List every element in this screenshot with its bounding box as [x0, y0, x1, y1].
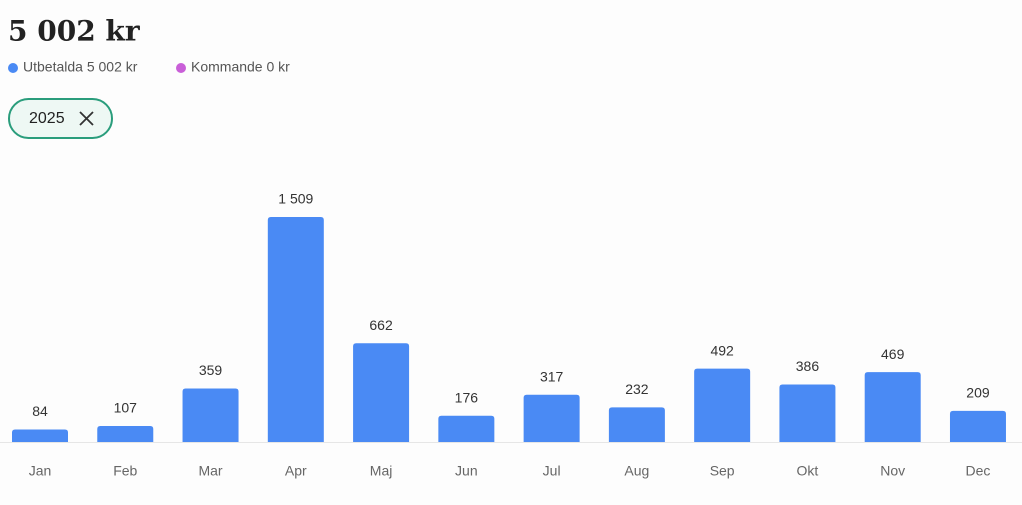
- value-label: 386: [796, 358, 820, 374]
- x-tick-label: Jan: [29, 463, 52, 479]
- x-tick-label: Feb: [113, 463, 137, 479]
- legend-dot: [176, 63, 186, 73]
- x-tick-label: Dec: [966, 463, 991, 479]
- x-tick-label: Maj: [370, 463, 393, 479]
- total-title: 5 002 kr: [8, 15, 141, 48]
- value-label: 662: [369, 317, 393, 333]
- x-tick-label: Apr: [285, 463, 307, 479]
- value-label: 209: [966, 385, 990, 401]
- bar: [97, 426, 154, 442]
- x-tick-label: Okt: [797, 463, 819, 479]
- bar: [949, 410, 1006, 442]
- x-tick-label: Mar: [198, 463, 222, 479]
- x-tick-label: Aug: [624, 463, 649, 479]
- value-label: 492: [710, 342, 734, 358]
- legend-label: Kommande 0 kr: [191, 59, 290, 75]
- bar: [694, 368, 751, 442]
- x-tick-label: Jun: [455, 463, 478, 479]
- bar: [608, 407, 665, 442]
- value-label: 84: [32, 403, 48, 419]
- x-tick-label: Sep: [710, 463, 735, 479]
- value-label: 176: [455, 389, 479, 405]
- chip-close-icon[interactable]: [79, 111, 94, 126]
- x-tick-label: Jul: [543, 463, 561, 479]
- filter-chip[interactable]: [8, 98, 113, 139]
- x-tick-label: Nov: [880, 463, 905, 479]
- value-label: 469: [881, 346, 905, 362]
- bar: [438, 415, 495, 442]
- value-label: 359: [199, 362, 223, 378]
- value-label: 107: [114, 400, 138, 416]
- legend-label: Utbetalda 5 002 kr: [23, 59, 138, 75]
- value-label: 1 509: [278, 191, 313, 207]
- bar: [353, 343, 410, 442]
- bar: [779, 384, 836, 442]
- bar: [864, 372, 921, 442]
- bar: [12, 429, 68, 442]
- chip-label[interactable]: 2025: [29, 110, 65, 127]
- bar: [267, 217, 324, 442]
- value-label: 232: [625, 381, 649, 397]
- value-label: 317: [540, 368, 564, 384]
- bar: [523, 394, 580, 442]
- bar: [182, 388, 239, 442]
- legend-dot: [8, 63, 18, 73]
